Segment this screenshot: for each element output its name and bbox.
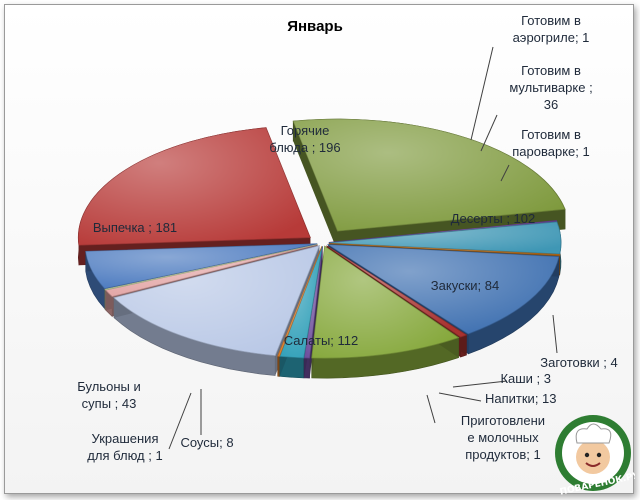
chef-logo-icon: ПОВАРЁНОК.РУ xyxy=(555,415,635,495)
chart-frame: Январь Горячие блюда ; 196 Готовим в аэрогр… xyxy=(4,4,635,495)
data-label: Соусы; 8 xyxy=(180,435,233,450)
data-label: Напитки; 13 xyxy=(485,391,557,406)
pie-slice-highlight xyxy=(78,127,311,246)
leader-line xyxy=(168,392,192,450)
pie-slice-highlight xyxy=(104,244,318,290)
pie-slice-highlight xyxy=(328,244,559,334)
pie-slice-highlight xyxy=(293,119,566,232)
pie-slice-highlight xyxy=(105,244,318,297)
data-label: Заготовки ; 4 xyxy=(540,355,617,370)
data-label: Выпечка ; 181 xyxy=(93,220,177,235)
pie-chart: Январь Горячие блюда ; 196 Готовим в аэрогр… xyxy=(77,13,635,495)
pie-slice-highlight xyxy=(277,246,322,357)
leader-line xyxy=(452,380,508,388)
pie-slice-highlight xyxy=(114,245,320,356)
leader-line xyxy=(552,314,558,354)
data-label: Горячие блюда ; 196 xyxy=(269,123,340,155)
pie-slice-wall xyxy=(293,121,338,252)
pie-slice-highlight xyxy=(328,243,560,256)
leader-line xyxy=(500,164,510,182)
data-label: Готовим в мультиварке ; 36 xyxy=(509,63,592,112)
pie-slice-highlight xyxy=(85,243,318,289)
leader-line xyxy=(438,392,482,402)
data-label: Каши ; 3 xyxy=(500,371,551,386)
data-label: Закуски; 84 xyxy=(431,278,499,293)
leader-line xyxy=(426,394,436,424)
data-label: Готовим в аэрогриле; 1 xyxy=(513,13,590,45)
chart-title: Январь xyxy=(287,18,343,35)
pie-slice-highlight xyxy=(311,246,459,359)
data-label: Десерты ; 102 xyxy=(451,211,536,226)
pie-slice-highlight xyxy=(279,246,323,358)
data-label: Салаты; 112 xyxy=(284,333,359,348)
pie-slice-highlight xyxy=(328,221,561,255)
data-label: Бульоны и супы ; 43 xyxy=(77,379,140,411)
leader-line xyxy=(480,114,498,152)
pie-slice-highlight xyxy=(328,220,557,243)
data-label: Украшения для блюд ; 1 xyxy=(87,431,162,463)
data-label: Готовим в пароварке; 1 xyxy=(512,127,589,159)
pie-slice-highlight xyxy=(326,245,467,338)
leader-line xyxy=(470,46,494,141)
data-label: Приготовлени е молочных продуктов; 1 xyxy=(461,413,545,462)
